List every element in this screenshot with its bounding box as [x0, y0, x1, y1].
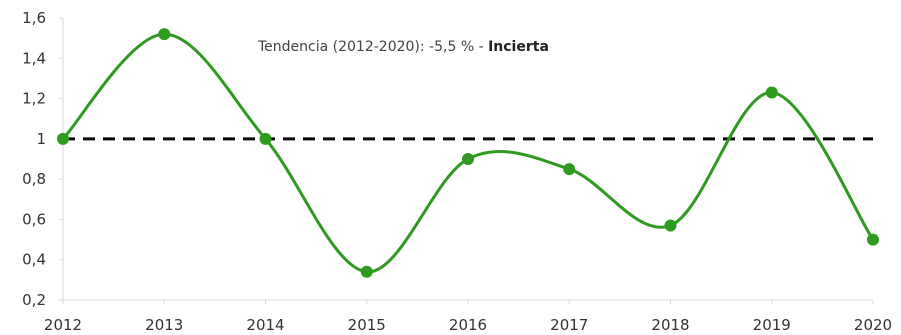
data-point-2016 — [462, 153, 474, 165]
y-tick-label: 0,2 — [22, 291, 46, 309]
y-tick-label: 1,4 — [22, 49, 46, 67]
data-points — [57, 28, 879, 278]
data-point-2019 — [765, 86, 778, 99]
data-point-2020 — [867, 233, 879, 246]
x-tick-label: 2012 — [44, 316, 82, 334]
y-tick-label: 1,6 — [22, 9, 46, 27]
data-point-2014 — [259, 132, 272, 145]
data-point-2012 — [57, 132, 69, 145]
trend-annotation: Tendencia (2012-2020): -5,5 % - Incierta — [257, 39, 549, 55]
x-tick-label: 2013 — [145, 316, 183, 334]
x-tick-label: 2019 — [753, 316, 791, 334]
trend-annotation-text: Tendencia (2012-2020): -5,5 % - — [257, 39, 488, 55]
x-tick-label: 2018 — [651, 316, 689, 334]
y-tick-label: 1,2 — [22, 90, 46, 108]
y-tick-label: 0,6 — [22, 210, 46, 228]
x-tick-label: 2014 — [246, 316, 284, 334]
x-tick-label: 2017 — [550, 316, 588, 334]
x-tick-label: 2015 — [348, 316, 386, 334]
data-point-2015 — [360, 265, 373, 278]
y-tick-label: 0,8 — [22, 170, 46, 188]
trend-annotation-verdict: Incierta — [488, 39, 549, 55]
x-tick-label: 2020 — [854, 316, 892, 334]
data-point-2017 — [563, 163, 576, 176]
x-axis: 2012 2013 2014 2015 2016 2017 2018 2019 2020 — [44, 299, 892, 334]
y-axis: 0,2 0,4 0,6 0,8 1 1,2 1,4 1,6 — [22, 9, 64, 309]
data-point-2013 — [158, 28, 171, 41]
data-point-2018 — [664, 219, 677, 232]
y-tick-label: 1 — [36, 130, 46, 148]
x-tick-label: 2016 — [449, 316, 487, 334]
series-line — [61, 32, 875, 274]
y-tick-label: 0,4 — [22, 251, 46, 269]
